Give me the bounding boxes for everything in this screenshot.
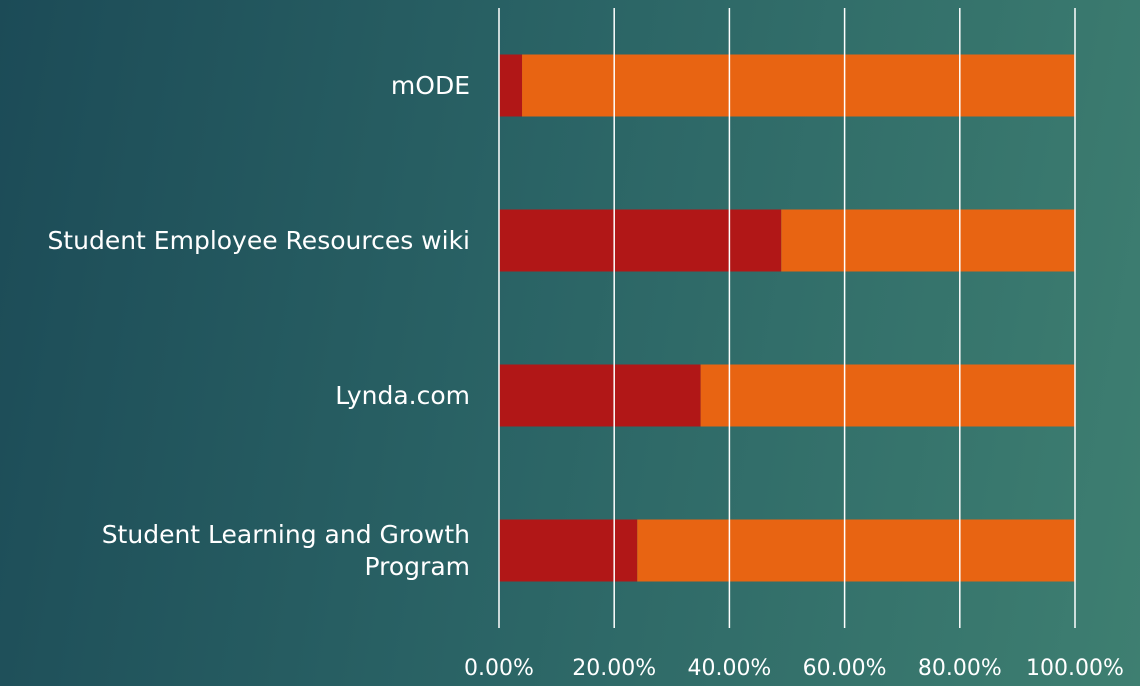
x-tick-label: 40.00%	[687, 656, 771, 681]
bar-segment	[499, 364, 701, 427]
bar-segment	[499, 519, 638, 582]
category-label: Student Learning and Growth Program	[101, 519, 470, 581]
category-label: mODE	[390, 70, 470, 100]
bar-segment	[781, 209, 1075, 272]
bar-segment	[499, 54, 523, 117]
category-label: Student Employee Resources wiki	[47, 225, 470, 255]
x-tick-label: 100.00%	[1026, 656, 1124, 681]
category-label: Lynda.com	[335, 380, 470, 410]
bar-segment	[499, 209, 782, 272]
x-tick-label: 0.00%	[464, 656, 534, 681]
x-tick-label: 60.00%	[803, 656, 887, 681]
x-tick-label: 20.00%	[572, 656, 656, 681]
bar-segment	[522, 54, 1075, 117]
bar-segment	[700, 364, 1075, 427]
x-tick-label: 80.00%	[918, 656, 1002, 681]
bar-segment	[637, 519, 1075, 582]
